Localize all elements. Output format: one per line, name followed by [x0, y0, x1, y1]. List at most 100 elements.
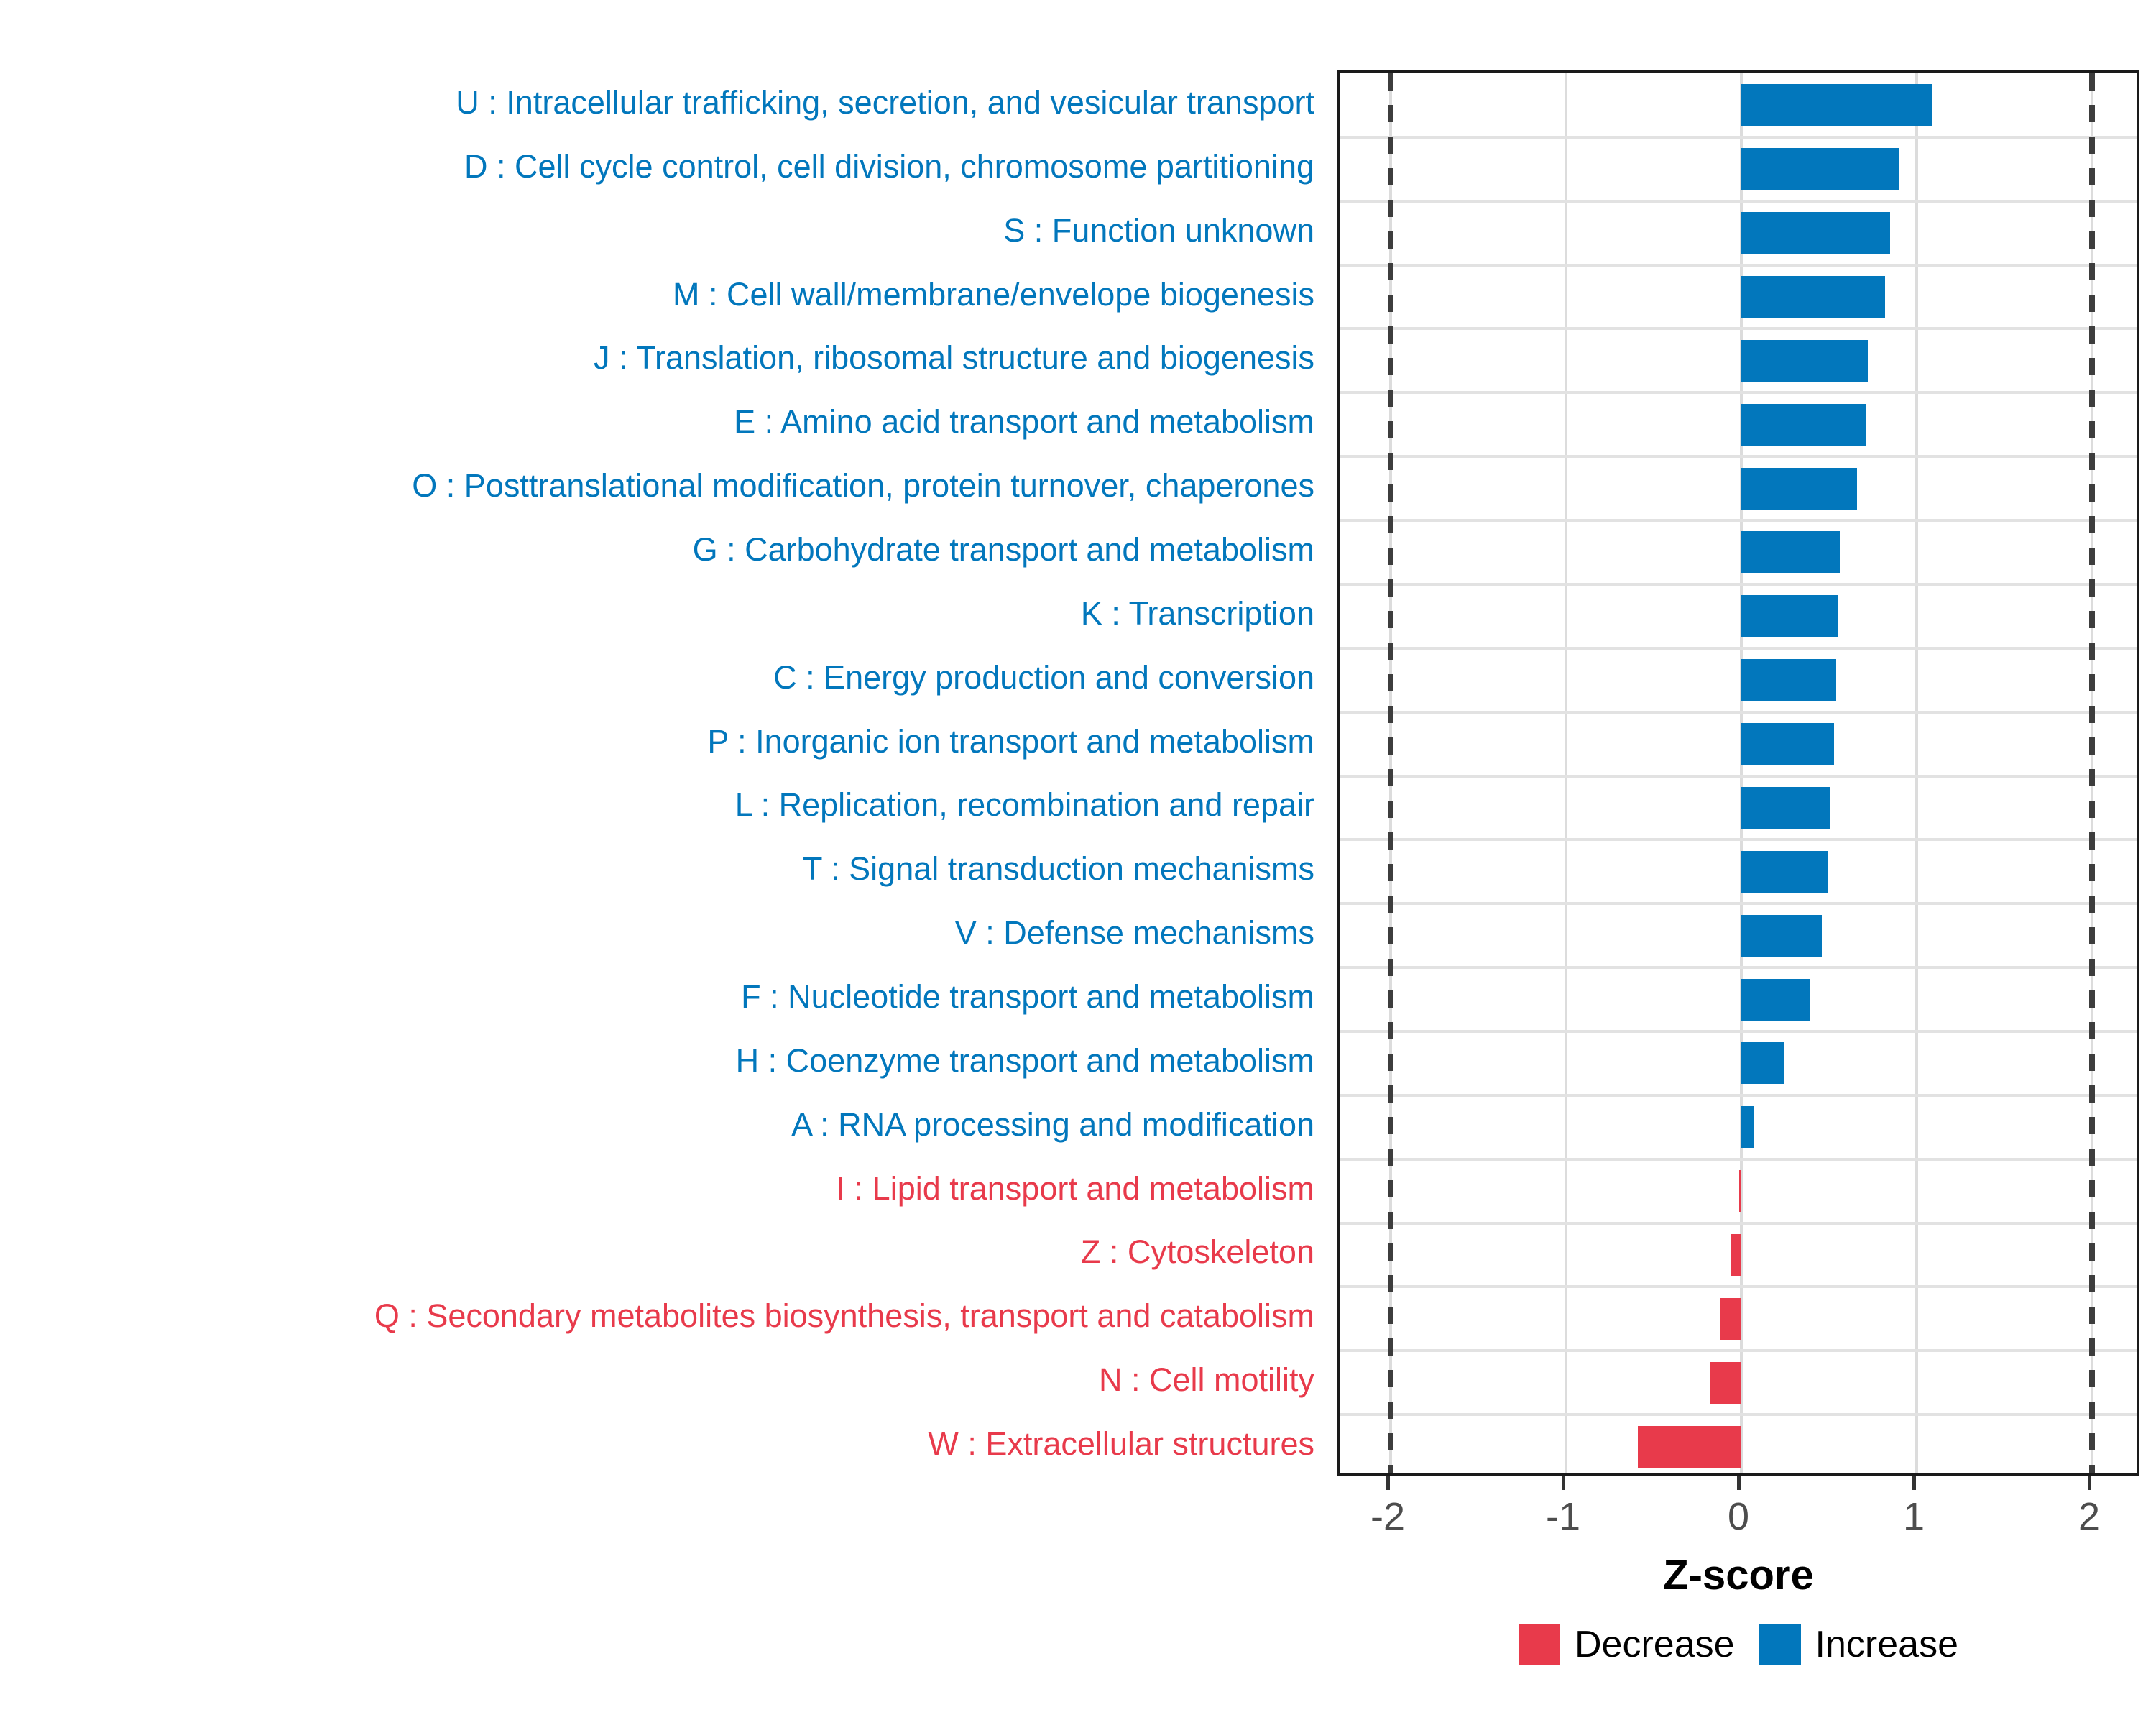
y-gridline [1340, 1029, 2137, 1033]
y-gridline [1340, 1093, 2137, 1097]
y-axis-tick [1337, 870, 1340, 874]
y-gridline [1340, 902, 2137, 906]
x-axis-tick-label: -2 [1370, 1495, 1406, 1538]
bar[interactable] [1741, 1106, 1754, 1149]
bar[interactable] [1739, 1170, 1741, 1213]
y-axis-tick [1337, 998, 1340, 1002]
bar[interactable] [1741, 212, 1891, 254]
bar[interactable] [1741, 850, 1828, 893]
legend-item-increase[interactable]: Increase [1759, 1623, 1958, 1666]
x-axis-tick [1386, 1476, 1390, 1490]
legend-item-decrease[interactable]: Decrease [1518, 1623, 1735, 1666]
bar[interactable] [1741, 339, 1868, 382]
bar[interactable] [1741, 403, 1866, 446]
category-label: E : Amino acid transport and metabolism [734, 403, 1314, 441]
y-axis-tick [1337, 934, 1340, 938]
reference-line [1388, 73, 1393, 1473]
reference-line [2089, 73, 2095, 1473]
y-gridline [1340, 774, 2137, 778]
category-label: M : Cell wall/membrane/envelope biogenes… [673, 275, 1314, 313]
bar[interactable] [1638, 1425, 1741, 1468]
y-axis-tick [1337, 295, 1340, 299]
bar[interactable] [1741, 786, 1831, 829]
x-axis-tick [1737, 1476, 1741, 1490]
y-axis-tick [1337, 423, 1340, 427]
y-axis-tick [1337, 1317, 1340, 1321]
y-gridline [1340, 199, 2137, 203]
bar[interactable] [1741, 595, 1838, 638]
category-label: K : Transcription [1080, 594, 1314, 632]
y-axis-tick [1337, 359, 1340, 363]
bar[interactable] [1741, 84, 1932, 126]
y-gridline [1340, 710, 2137, 714]
legend-swatch-increase-icon [1759, 1624, 1801, 1665]
y-gridline [1340, 838, 2137, 842]
y-axis-tick [1337, 1445, 1340, 1449]
x-axis-tick-label: 0 [1727, 1495, 1750, 1538]
x-axis-tick [1562, 1476, 1565, 1490]
legend-swatch-decrease-icon [1518, 1624, 1560, 1665]
category-label: H : Coenzyme transport and metabolism [735, 1041, 1314, 1079]
y-axis-tick [1337, 487, 1340, 491]
bar[interactable] [1731, 1233, 1741, 1276]
y-axis-tick [1337, 742, 1340, 746]
x-gridline [1915, 73, 1918, 1473]
category-label: F : Nucleotide transport and metabolism [741, 978, 1314, 1015]
y-axis-tick [1337, 551, 1340, 554]
category-label: W : Extracellular structures [928, 1425, 1314, 1462]
y-gridline [1340, 966, 2137, 970]
y-axis-tick [1337, 1126, 1340, 1129]
y-gridline [1340, 391, 2137, 395]
y-axis-tick [1337, 1381, 1340, 1385]
bar[interactable] [1741, 148, 1899, 190]
y-axis-tick [1337, 1254, 1340, 1257]
category-label: V : Defense mechanisms [954, 914, 1314, 952]
category-label: C : Energy production and conversion [773, 658, 1314, 696]
bar[interactable] [1710, 1361, 1741, 1404]
category-label: T : Signal transduction mechanisms [802, 850, 1314, 888]
bar[interactable] [1741, 531, 1840, 574]
category-label: O : Posttranslational modification, prot… [412, 467, 1314, 505]
x-axis-tick-label: 2 [2078, 1495, 2101, 1538]
y-gridline [1340, 1285, 2137, 1289]
y-gridline [1340, 1413, 2137, 1417]
x-gridline [1565, 73, 1567, 1473]
category-label: D : Cell cycle control, cell division, c… [464, 147, 1314, 185]
bar[interactable] [1741, 914, 1823, 957]
bar[interactable] [1741, 467, 1858, 510]
category-label: U : Intracellular trafficking, secretion… [456, 83, 1314, 121]
legend-label-decrease: Decrease [1574, 1624, 1735, 1665]
x-gridline [1740, 73, 1743, 1473]
y-gridline [1340, 135, 2137, 139]
bar[interactable] [1741, 276, 1886, 318]
bar[interactable] [1741, 723, 1835, 765]
y-axis-tick [1337, 231, 1340, 235]
bar[interactable] [1720, 1297, 1741, 1340]
y-gridline [1340, 327, 2137, 331]
category-label: Z : Cytoskeleton [1080, 1233, 1314, 1271]
category-label: L : Replication, recombination and repai… [734, 786, 1314, 824]
category-label: P : Inorganic ion transport and metaboli… [707, 722, 1314, 760]
y-axis-tick [1337, 167, 1340, 171]
category-label: N : Cell motility [1098, 1361, 1314, 1399]
y-axis-tick [1337, 104, 1340, 107]
y-gridline [1340, 1221, 2137, 1225]
category-label: J : Translation, ribosomal structure and… [593, 339, 1314, 377]
legend-label-increase: Increase [1815, 1624, 1959, 1665]
y-gridline [1340, 263, 2137, 267]
y-axis-tick [1337, 1062, 1340, 1065]
y-gridline [1340, 582, 2137, 586]
y-gridline [1340, 519, 2137, 523]
bar[interactable] [1741, 1042, 1784, 1085]
x-axis-tick-label: -1 [1545, 1495, 1581, 1538]
y-gridline [1340, 1349, 2137, 1353]
legend: Decrease Increase [1518, 1623, 1958, 1666]
y-axis-tick [1337, 615, 1340, 618]
bar[interactable] [1741, 659, 1836, 702]
bar[interactable] [1741, 978, 1810, 1021]
x-axis-title: Z-score [1663, 1552, 1814, 1598]
category-label: A : RNA processing and modification [791, 1105, 1314, 1143]
y-gridline [1340, 1157, 2137, 1161]
category-label: I : Lipid transport and metabolism [836, 1169, 1314, 1207]
